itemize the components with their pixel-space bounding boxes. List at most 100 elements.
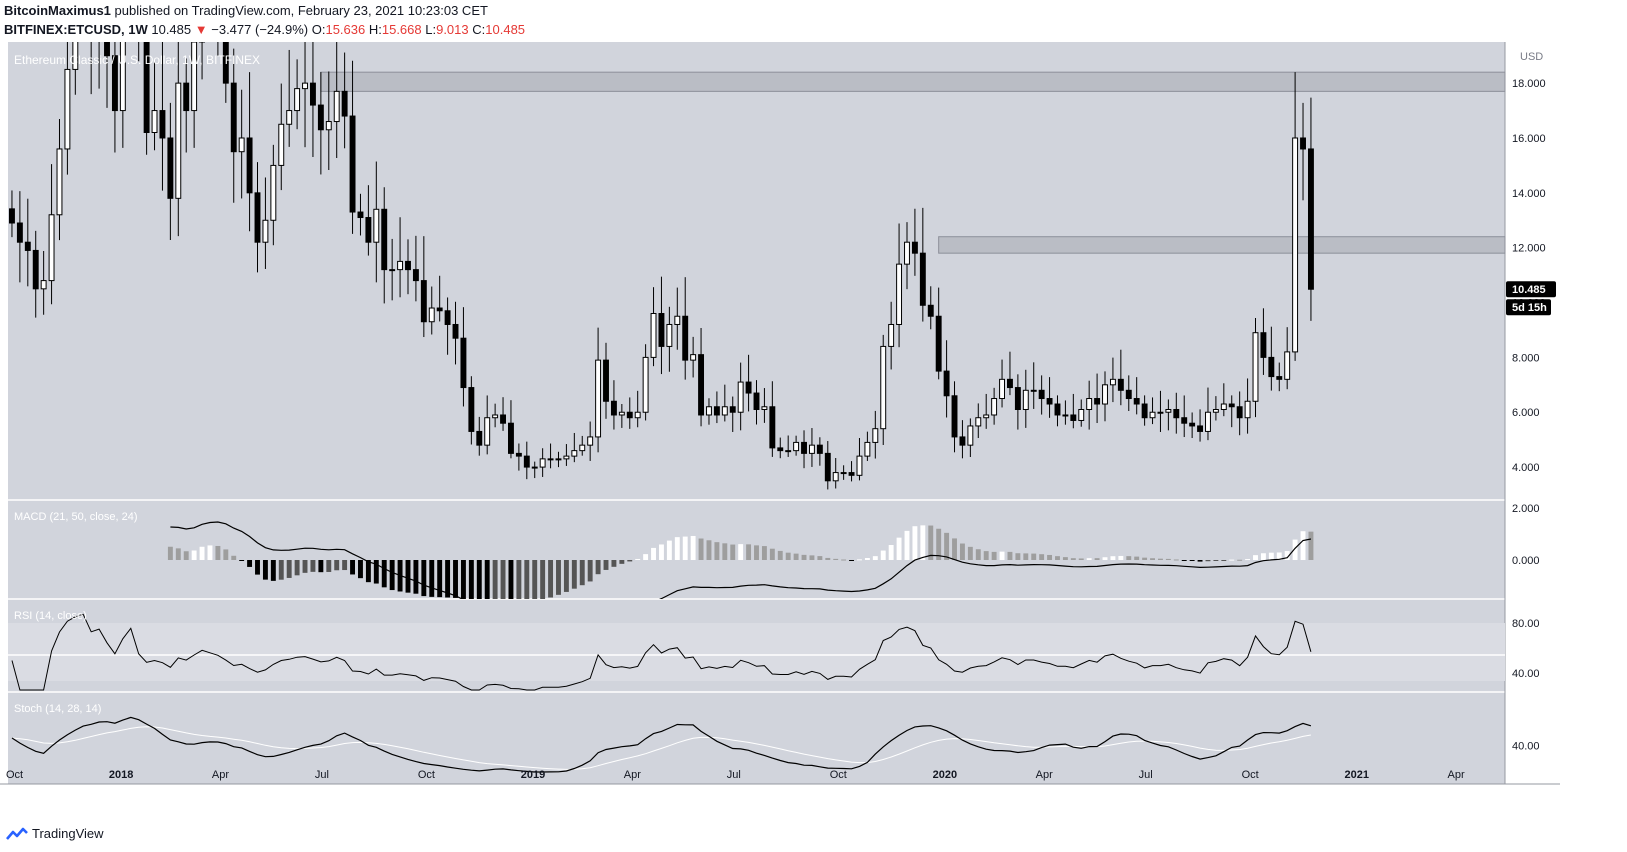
macd-histogram-bar [413, 560, 419, 594]
candle [642, 356, 649, 413]
macd-histogram-bar [920, 525, 926, 560]
macd-histogram-bar [524, 560, 530, 599]
candle [325, 121, 332, 131]
candle [1212, 408, 1219, 413]
symbol-legend: BITFINEX:ETCUSD, 1W 10.485 ▼ −3.477 (−24… [4, 22, 525, 37]
candle [500, 414, 506, 424]
macd-histogram-bar [833, 558, 839, 560]
macd-histogram-bar [849, 560, 855, 561]
macd-histogram-bar [1284, 551, 1290, 560]
candle [523, 455, 530, 468]
price-tick-label: 4.000 [1512, 462, 1540, 474]
macd-histogram-bar [262, 560, 268, 580]
candle [571, 450, 578, 457]
candle [896, 263, 903, 325]
time-tick-label: Jul [727, 769, 741, 781]
macd-histogram-bar [373, 560, 379, 584]
candle [191, 42, 198, 112]
macd-histogram-bar [1165, 558, 1171, 560]
macd-histogram-bar [563, 560, 569, 592]
candle [816, 444, 823, 454]
macd-histogram-bar [1181, 560, 1187, 561]
macd-histogram-bar [437, 560, 443, 598]
macd-histogram-bar [666, 540, 672, 560]
macd-histogram-bar [730, 544, 736, 560]
macd-histogram-bar [817, 556, 823, 560]
macd-histogram-bar [1023, 553, 1029, 560]
macd-histogram-bar [1260, 553, 1266, 560]
macd-histogram-bar [936, 528, 942, 560]
candle [1307, 148, 1314, 290]
candle [341, 90, 348, 117]
macd-histogram-bar [682, 536, 688, 560]
candle [143, 42, 150, 134]
macd-histogram-bar [651, 547, 656, 560]
macd-histogram-bar [532, 560, 538, 599]
candle [1109, 378, 1116, 386]
price-tick-label: 16.000 [1512, 133, 1546, 145]
macd-histogram-bar [1245, 559, 1251, 561]
macd-histogram-bar [714, 542, 720, 560]
macd-histogram-bar [445, 560, 451, 598]
low-value: 9.013 [436, 22, 469, 37]
candle [56, 148, 63, 216]
candle [539, 458, 546, 468]
candle [943, 370, 950, 397]
candle [864, 441, 871, 457]
candle [801, 441, 807, 454]
candle [880, 345, 887, 430]
candle [420, 280, 427, 323]
currency-label: USD [1520, 51, 1543, 63]
macd-histogram-bar [223, 549, 229, 560]
macd-histogram-bar [769, 548, 775, 560]
time-tick-label: Oct [1242, 769, 1259, 781]
macd-histogram-bar [611, 560, 617, 567]
macd-histogram-bar [722, 543, 728, 560]
macd-histogram-bar [746, 544, 752, 560]
candle [246, 137, 253, 194]
price-tick-label: 8.000 [1512, 352, 1540, 364]
candle [911, 241, 918, 254]
candle [579, 444, 586, 452]
macd-histogram-bar [952, 538, 957, 560]
macd-histogram-bar [1118, 555, 1124, 560]
macd-histogram-bar [239, 560, 245, 561]
rsi-label: RSI (14, close) [14, 610, 87, 622]
price-tick-label: 6.000 [1512, 407, 1540, 419]
candle [595, 359, 602, 438]
time-tick-label: 2021 [1345, 769, 1369, 781]
candle [294, 88, 301, 112]
macd-histogram-bar [587, 560, 593, 582]
macd-histogram-bar [231, 555, 237, 560]
tradingview-footer[interactable]: TradingView [6, 826, 104, 841]
candle [1300, 137, 1306, 150]
macd-histogram-bar [888, 544, 894, 560]
candle [1244, 400, 1251, 419]
change-arrow-icon: ▼ [194, 22, 208, 37]
macd-histogram-bar [255, 560, 260, 575]
macd-histogram-bar [754, 545, 759, 560]
price-chart[interactable]: 18.00016.00014.00012.00010.0008.0006.000… [0, 42, 1627, 824]
macd-histogram-bar [1308, 531, 1314, 560]
candle [508, 422, 514, 454]
candle [238, 137, 245, 153]
candle [468, 387, 475, 432]
candle [286, 110, 293, 125]
author-name[interactable]: BitcoinMaximus1 [4, 3, 111, 18]
candle [1181, 417, 1188, 424]
candle [1260, 332, 1267, 358]
candle [412, 269, 419, 282]
candle [381, 208, 388, 271]
candle [317, 104, 324, 131]
candle [959, 436, 966, 446]
macd-histogram-bar [1276, 552, 1282, 560]
candles-group [9, 42, 1314, 490]
macd-histogram-bar [635, 558, 641, 560]
macd-histogram-bar [1102, 557, 1108, 560]
resistance-zone [938, 236, 1506, 254]
rsi-tick-label: 80.00 [1512, 618, 1540, 630]
candle [587, 436, 594, 446]
candle [737, 381, 744, 413]
macd-histogram-bar [405, 560, 411, 593]
candle [1046, 398, 1053, 405]
